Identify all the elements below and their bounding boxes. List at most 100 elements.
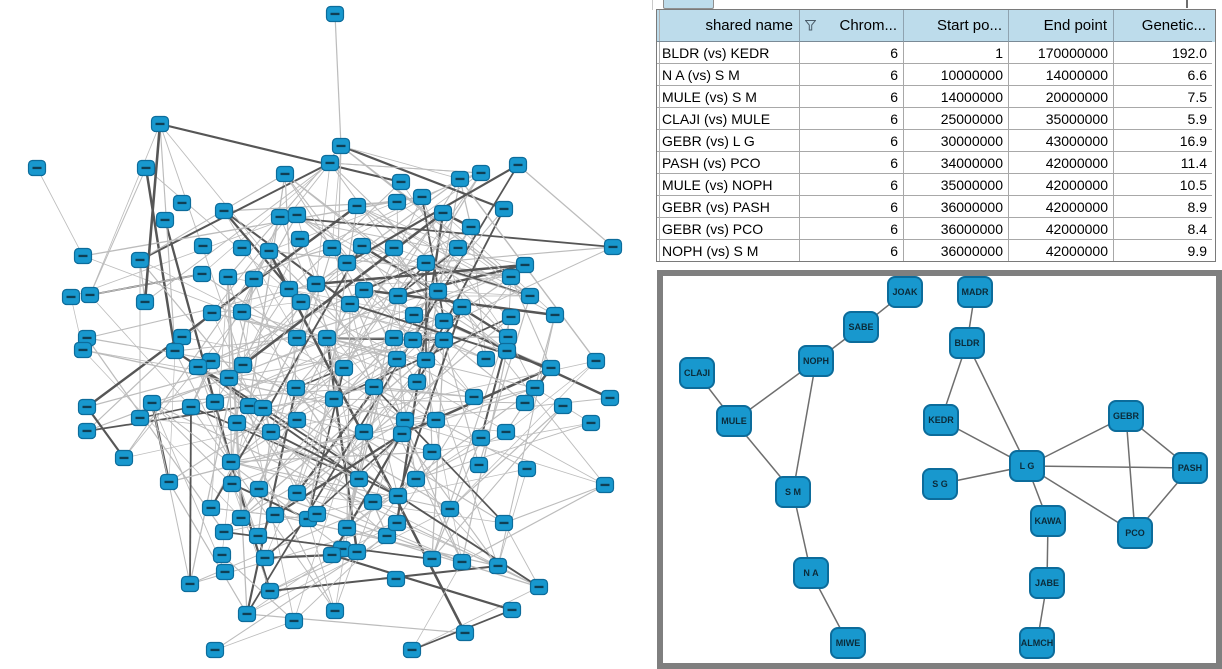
- main-network-svg[interactable]: [0, 0, 655, 669]
- table-cell[interactable]: 35000000: [904, 174, 1009, 196]
- table-cell[interactable]: 36000000: [904, 196, 1009, 218]
- table-cell[interactable]: 7.5: [1114, 86, 1212, 108]
- node-shape[interactable]: [1009, 450, 1045, 482]
- table-row[interactable]: MULE (vs) S M 6 14000000 20000000 7.5: [657, 86, 1215, 108]
- table-cell[interactable]: 10000000: [904, 64, 1009, 86]
- node-shape[interactable]: [1172, 452, 1208, 484]
- network-node[interactable]: [287, 411, 307, 429]
- network-node[interactable]: [364, 378, 384, 396]
- network-edge[interactable]: [1026, 465, 1191, 469]
- network-node[interactable]: [114, 449, 134, 467]
- table-row[interactable]: CLAJI (vs) MULE 6 25000000 35000000 5.9: [657, 108, 1215, 130]
- table-row[interactable]: GEBR (vs) L G 6 30000000 43000000 16.9: [657, 130, 1215, 152]
- column-header-start-position[interactable]: Start po...: [904, 10, 1009, 42]
- network-node[interactable]: [426, 411, 446, 429]
- table-cell[interactable]: MULE (vs) NOPH: [657, 174, 800, 196]
- network-node-mule[interactable]: MULE: [716, 405, 752, 437]
- network-node[interactable]: [600, 389, 620, 407]
- table-cell[interactable]: CLAJI (vs) MULE: [657, 108, 800, 130]
- network-node[interactable]: [354, 423, 374, 441]
- network-node[interactable]: [496, 423, 516, 441]
- network-node-almch[interactable]: ALMCH: [1019, 627, 1055, 659]
- table-cell[interactable]: 42000000: [1009, 196, 1114, 218]
- network-node-sabe[interactable]: SABE: [843, 311, 879, 343]
- network-node[interactable]: [406, 470, 426, 488]
- network-node[interactable]: [155, 211, 175, 229]
- network-node[interactable]: [502, 601, 522, 619]
- table-cell[interactable]: 8.9: [1114, 196, 1212, 218]
- network-node[interactable]: [290, 230, 310, 248]
- network-node[interactable]: [520, 287, 540, 305]
- network-node[interactable]: [386, 570, 406, 588]
- network-node[interactable]: [422, 443, 442, 461]
- network-node[interactable]: [284, 612, 304, 630]
- table-cell[interactable]: 6: [800, 152, 904, 174]
- network-node[interactable]: [553, 397, 573, 415]
- table-tab-stub[interactable]: [663, 0, 714, 9]
- network-node[interactable]: [73, 341, 93, 359]
- table-cell[interactable]: N A (vs) S M: [657, 64, 800, 86]
- network-node[interactable]: [142, 394, 162, 412]
- network-node[interactable]: [172, 328, 192, 346]
- network-node[interactable]: [291, 293, 311, 311]
- network-node[interactable]: [136, 159, 156, 177]
- table-cell[interactable]: 25000000: [904, 108, 1009, 130]
- table-cell[interactable]: 5.9: [1114, 108, 1212, 130]
- network-node[interactable]: [541, 359, 561, 377]
- network-node[interactable]: [248, 527, 268, 545]
- network-node[interactable]: [275, 165, 295, 183]
- table-cell[interactable]: 14000000: [904, 86, 1009, 108]
- table-cell[interactable]: NOPH (vs) S M: [657, 240, 800, 261]
- network-node[interactable]: [193, 237, 213, 255]
- table-cell[interactable]: 1: [904, 42, 1009, 64]
- network-node[interactable]: [471, 429, 491, 447]
- network-node[interactable]: [201, 499, 221, 517]
- network-node[interactable]: [363, 493, 383, 511]
- network-node[interactable]: [286, 379, 306, 397]
- node-shape[interactable]: [1030, 505, 1066, 537]
- network-node-kedr[interactable]: KEDR: [923, 404, 959, 436]
- table-row[interactable]: N A (vs) S M 6 10000000 14000000 6.6: [657, 64, 1215, 86]
- network-node[interactable]: [259, 242, 279, 260]
- network-node[interactable]: [214, 523, 234, 541]
- network-node[interactable]: [464, 388, 484, 406]
- network-node[interactable]: [27, 159, 47, 177]
- network-node[interactable]: [261, 423, 281, 441]
- node-shape[interactable]: [1029, 567, 1065, 599]
- table-row[interactable]: MULE (vs) NOPH 6 35000000 42000000 10.5: [657, 174, 1215, 196]
- network-node[interactable]: [377, 527, 397, 545]
- node-shape[interactable]: [1019, 627, 1055, 659]
- column-header-genetic[interactable]: Genetic...: [1114, 10, 1212, 42]
- node-shape[interactable]: [887, 276, 923, 308]
- network-node[interactable]: [237, 605, 257, 623]
- network-node[interactable]: [387, 193, 407, 211]
- node-shape[interactable]: [957, 276, 993, 308]
- network-node[interactable]: [159, 473, 179, 491]
- network-node-pash[interactable]: PASH: [1172, 452, 1208, 484]
- network-node[interactable]: [165, 342, 185, 360]
- table-cell[interactable]: 34000000: [904, 152, 1009, 174]
- network-node[interactable]: [221, 453, 241, 471]
- network-node[interactable]: [130, 251, 150, 269]
- table-cell[interactable]: 192.0: [1114, 42, 1212, 64]
- network-node[interactable]: [545, 306, 565, 324]
- table-cell[interactable]: 42000000: [1009, 240, 1114, 261]
- table-cell[interactable]: 6: [800, 174, 904, 196]
- network-node[interactable]: [231, 509, 251, 527]
- table-cell[interactable]: 14000000: [1009, 64, 1114, 86]
- network-node-jabe[interactable]: JABE: [1029, 567, 1065, 599]
- network-node[interactable]: [387, 350, 407, 368]
- network-node[interactable]: [214, 202, 234, 220]
- network-node[interactable]: [508, 156, 528, 174]
- table-cell[interactable]: 6: [800, 86, 904, 108]
- network-node[interactable]: [279, 280, 299, 298]
- node-shape[interactable]: [679, 357, 715, 389]
- network-node[interactable]: [232, 239, 252, 257]
- network-node[interactable]: [202, 304, 222, 322]
- network-node[interactable]: [412, 188, 432, 206]
- network-node[interactable]: [416, 351, 436, 369]
- network-node[interactable]: [307, 505, 327, 523]
- network-node[interactable]: [391, 173, 411, 191]
- network-node[interactable]: [325, 5, 345, 23]
- network-node-claji[interactable]: CLAJI: [679, 357, 715, 389]
